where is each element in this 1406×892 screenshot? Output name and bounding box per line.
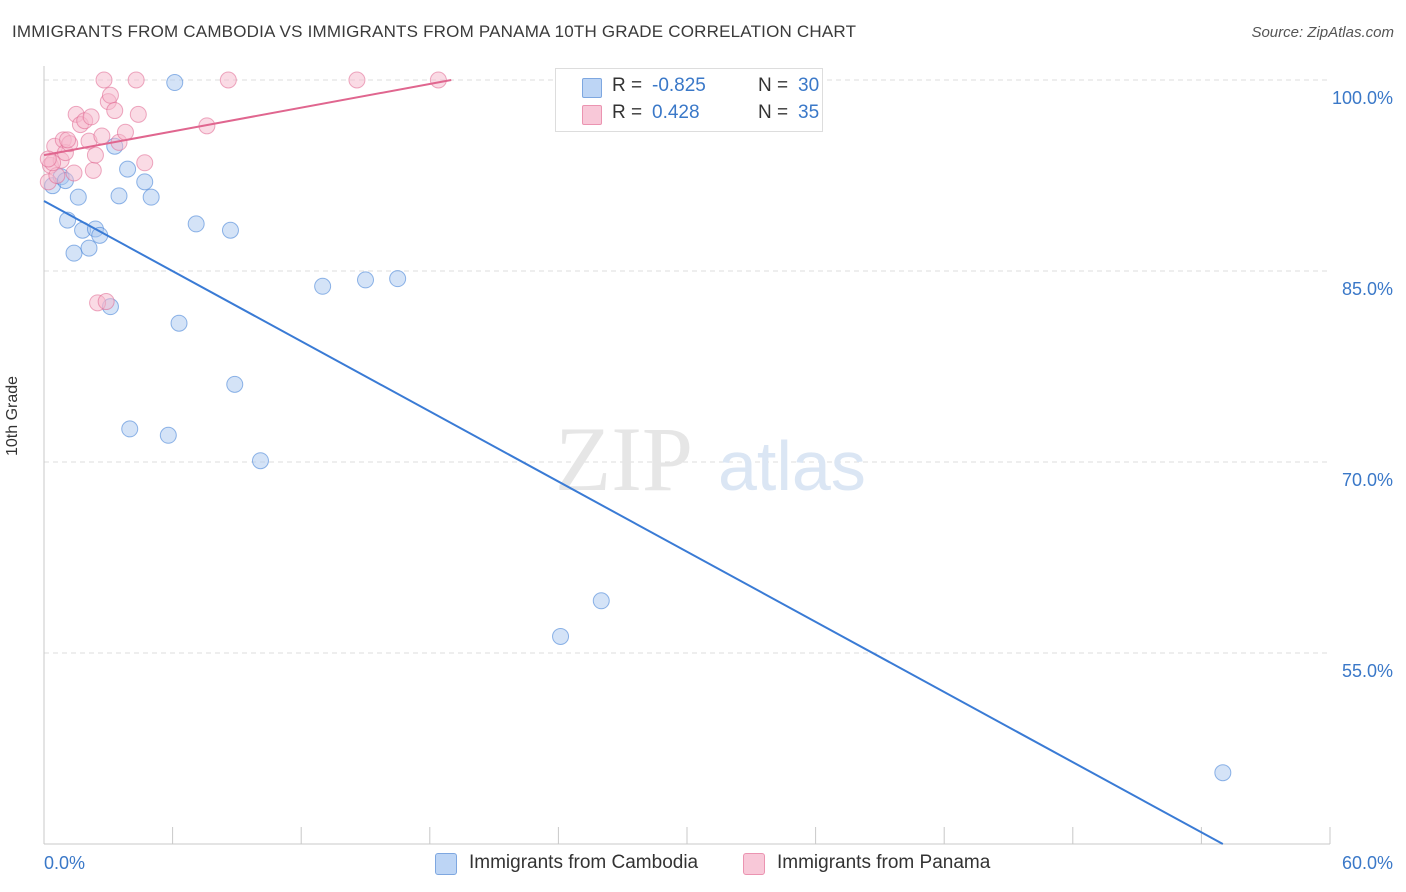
data-point-cambodia: [166, 74, 184, 92]
source-credit: Source: ZipAtlas.com: [1251, 24, 1394, 41]
data-point-cambodia: [142, 188, 160, 206]
data-point-panama: [429, 71, 447, 89]
data-point-cambodia: [159, 426, 177, 444]
legend-r-value: 0.428: [652, 102, 700, 123]
data-point-panama: [101, 86, 119, 104]
y-tick-label: 55.0%: [1342, 661, 1393, 681]
data-point-cambodia: [552, 627, 570, 645]
correlation-legend: R = -0.825 N = 30 R = 0.428 N = 35: [555, 68, 823, 132]
data-point-panama: [95, 71, 113, 89]
x-tick-label: 60.0%: [1342, 853, 1393, 873]
data-point-cambodia: [357, 271, 374, 289]
data-point-cambodia: [226, 375, 244, 393]
data-point-panama: [219, 71, 237, 89]
data-point-cambodia: [251, 452, 269, 470]
data-point-cambodia: [389, 270, 407, 288]
data-point-panama: [84, 161, 102, 179]
data-point-cambodia: [170, 314, 188, 332]
legend-r-value: -0.825: [652, 75, 706, 96]
legend-r-label: R =: [612, 102, 643, 123]
x-tick-label: 0.0%: [44, 853, 85, 873]
data-point-cambodia: [121, 420, 139, 438]
y-tick-label: 85.0%: [1342, 279, 1393, 299]
data-point-cambodia: [119, 160, 137, 178]
watermark-zip: ZIP: [555, 408, 693, 510]
data-point-panama: [129, 105, 147, 123]
trend-line-panama: [43, 79, 452, 157]
legend-swatch-panama: [582, 105, 602, 125]
y-tick-label: 70.0%: [1342, 470, 1393, 490]
data-point-panama: [65, 164, 83, 182]
data-point-panama: [97, 293, 115, 311]
data-point-panama: [348, 71, 366, 89]
series-swatch-panama: [743, 853, 765, 875]
data-point-panama: [136, 154, 154, 172]
trend-line-cambodia: [43, 200, 1224, 845]
legend-r-label: R =: [612, 75, 643, 96]
data-point-panama: [59, 131, 77, 149]
data-point-cambodia: [221, 221, 239, 239]
series-swatch-cambodia: [435, 853, 457, 875]
data-point-panama: [86, 146, 104, 164]
series-panama: [39, 71, 447, 312]
series-name: Immigrants from Cambodia: [469, 852, 699, 873]
watermark-atlas: atlas: [718, 427, 866, 505]
data-point-panama: [116, 123, 134, 141]
data-point-panama: [82, 108, 100, 126]
y-tick-label: 100.0%: [1332, 88, 1393, 108]
data-point-panama: [127, 71, 145, 89]
legend-n-value: 30: [798, 75, 820, 96]
legend-n-label: N =: [758, 75, 789, 96]
series-legend: Immigrants from Cambodia Immigrants from…: [0, 852, 1406, 880]
data-point-cambodia: [136, 173, 154, 191]
data-point-cambodia: [592, 592, 610, 610]
data-point-cambodia: [1214, 764, 1232, 782]
data-point-cambodia: [110, 187, 128, 205]
legend-swatch-cambodia: [582, 78, 602, 98]
data-point-cambodia: [65, 244, 83, 262]
data-point-cambodia: [80, 239, 98, 257]
chart-title: IMMIGRANTS FROM CAMBODIA VS IMMIGRANTS F…: [12, 22, 857, 41]
data-point-panama: [106, 102, 124, 120]
data-point-cambodia: [69, 188, 87, 206]
data-point-cambodia: [187, 215, 205, 233]
data-point-panama: [93, 127, 111, 145]
series-name: Immigrants from Panama: [777, 852, 991, 873]
data-point-cambodia: [314, 277, 332, 295]
legend-n-label: N =: [758, 102, 789, 123]
legend-n-value: 35: [798, 102, 820, 123]
